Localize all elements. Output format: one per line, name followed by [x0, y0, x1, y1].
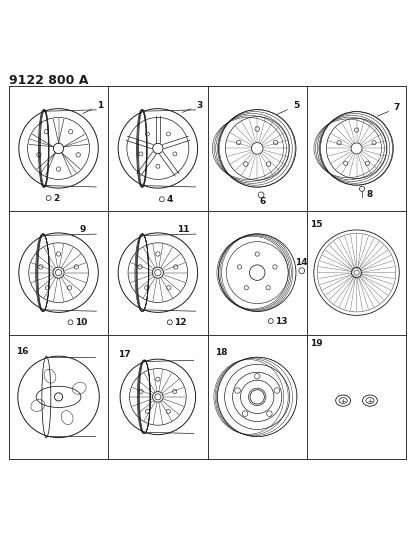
Text: 16: 16	[16, 347, 28, 356]
Text: 1: 1	[83, 101, 104, 114]
Text: 7: 7	[377, 103, 400, 116]
Text: 4: 4	[166, 195, 173, 204]
Text: 9: 9	[73, 225, 85, 236]
Text: 9122 800 A: 9122 800 A	[9, 74, 88, 87]
Text: 5: 5	[277, 101, 299, 114]
Text: 13: 13	[275, 317, 288, 326]
Text: 3: 3	[182, 101, 203, 112]
Text: 17: 17	[118, 350, 131, 359]
Text: 15: 15	[309, 220, 322, 229]
Text: 19: 19	[310, 339, 323, 348]
Text: 10: 10	[75, 318, 88, 327]
Text: 8: 8	[367, 190, 373, 199]
Text: 6: 6	[260, 197, 266, 206]
Text: 12: 12	[174, 318, 187, 327]
Text: 2: 2	[53, 193, 59, 203]
Text: 18: 18	[215, 348, 228, 357]
Text: 14: 14	[296, 259, 308, 268]
Text: 11: 11	[172, 225, 190, 236]
